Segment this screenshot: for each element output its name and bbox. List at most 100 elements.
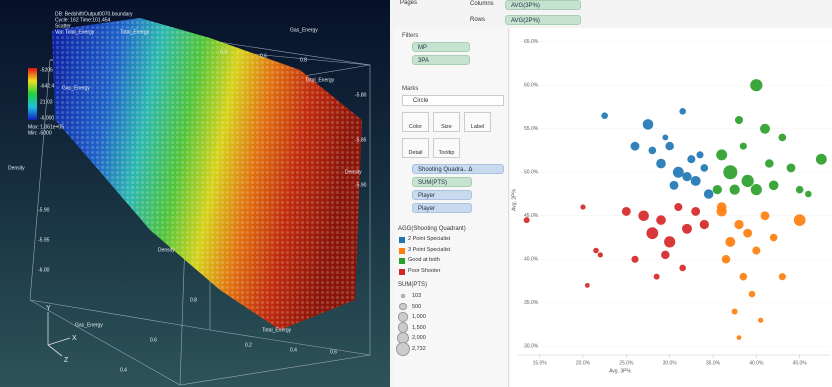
data-point: [795, 185, 804, 194]
legend-entry[interactable]: Poor Shooter: [408, 267, 441, 274]
color-legend-title: AGG(Shooting Quadrant): [398, 226, 466, 232]
data-point: [638, 210, 649, 222]
size-swatch: [399, 302, 407, 311]
axis-tick-label: -5.95: [38, 237, 50, 243]
data-point: [752, 246, 761, 255]
axis-label: Density: [345, 169, 362, 175]
particle-texture: [52, 18, 362, 330]
data-point: [648, 146, 657, 155]
rows-label: Rows: [470, 17, 486, 23]
detail-button[interactable]: Detail: [402, 138, 429, 158]
data-point: [723, 165, 738, 180]
y-tick-label: 35.0%: [524, 300, 539, 306]
data-point: [653, 273, 660, 280]
size-legend-label: 1,000: [412, 314, 426, 320]
x-tick-label: 25.0%: [619, 360, 634, 366]
size-legend-label: 500: [412, 303, 422, 310]
axis-tick-label: -5.80: [355, 92, 367, 98]
color-bar-label: -642.4: [40, 83, 54, 89]
viz-header: DB: Bedshift/Output0070.boundary: [55, 11, 133, 17]
data-point: [786, 163, 796, 173]
data-point: [584, 282, 590, 288]
data-point: [750, 184, 762, 196]
mark-pill[interactable]: SUM(PTS): [412, 177, 472, 187]
axis-label: Density: [158, 247, 175, 253]
data-point: [778, 133, 787, 142]
color-bar-label: -5205: [40, 67, 53, 73]
legend-min: Min: -5000: [28, 130, 52, 136]
data-point: [729, 184, 740, 195]
size-swatch: [398, 312, 408, 322]
data-point: [597, 252, 603, 258]
data-point: [734, 219, 744, 230]
tooltip-button[interactable]: Tooltip: [433, 138, 460, 158]
data-point: [580, 204, 586, 210]
data-point: [760, 211, 770, 221]
filter-pill[interactable]: 3PA: [412, 55, 470, 65]
y-tick-label: 45.0%: [524, 213, 539, 219]
legend-swatch[interactable]: [399, 237, 405, 243]
axis-tick-label: 0.6: [330, 349, 337, 355]
data-point: [682, 223, 692, 234]
data-point: [699, 219, 709, 230]
axis-label: Gas_Energy: [75, 322, 103, 328]
size-button[interactable]: Size: [433, 112, 460, 132]
mark-type-dropdown[interactable]: Circle: [402, 95, 504, 106]
data-point: [662, 134, 669, 141]
axis-tick-label: 0.8: [300, 57, 307, 63]
legend-entry[interactable]: Good at both: [408, 257, 440, 263]
data-point: [743, 228, 753, 238]
axis-tick-label: 0.4: [290, 347, 297, 353]
axis-label: Total_Energy: [120, 29, 150, 35]
data-point: [665, 141, 674, 151]
viz-header: Cycle: 162 Time:101.454: [55, 17, 111, 23]
axis-tick-label: 0.2: [245, 342, 252, 348]
data-point: [679, 264, 686, 272]
axis-tick-label: -6.00: [38, 267, 50, 273]
mark-pill[interactable]: Player: [412, 190, 472, 200]
marks-title: Marks: [402, 86, 419, 92]
data-point: [674, 203, 683, 212]
data-point: [748, 290, 756, 298]
data-point: [721, 255, 731, 264]
label-button[interactable]: Label: [464, 112, 491, 132]
data-point: [716, 202, 727, 212]
y-tick-label: 50.0%: [524, 170, 539, 176]
data-point: [739, 142, 747, 150]
pages-title: Pages: [400, 0, 418, 6]
data-point: [769, 233, 778, 242]
axis-tick-label: -5.90: [355, 182, 367, 188]
legend-entry[interactable]: 2 Point Specialist: [408, 236, 451, 242]
axis-label: Gas_Energy: [62, 85, 90, 91]
viz-header: Var: Total_Energy: [55, 29, 95, 35]
columns-pill[interactable]: AVG(3P%): [505, 0, 581, 10]
legend-entry[interactable]: 3 Point Specialist: [408, 246, 451, 253]
color-button[interactable]: Color: [402, 112, 429, 132]
data-point: [765, 159, 774, 168]
legend-swatch[interactable]: [399, 258, 405, 264]
data-point: [700, 164, 709, 172]
axis-tick-label: -5.90: [38, 207, 50, 213]
data-point: [621, 206, 631, 216]
data-point: [664, 236, 676, 248]
size-swatch: [400, 293, 406, 299]
data-point: [630, 141, 640, 151]
data-point: [661, 250, 670, 260]
mark-pill[interactable]: Player: [412, 203, 472, 213]
mark-pill[interactable]: Shooting Quadra.. Δ: [412, 164, 504, 174]
data-point: [679, 108, 686, 115]
triad-label: Z: [64, 357, 69, 364]
legend-swatch[interactable]: [399, 268, 405, 275]
size-legend-label: 103: [412, 293, 422, 299]
rows-pill[interactable]: AVG(2P%): [505, 15, 581, 25]
data-point: [793, 214, 806, 226]
filter-pill[interactable]: MP: [412, 42, 470, 52]
legend-swatch[interactable]: [399, 247, 405, 254]
columns-label: Columns: [470, 1, 494, 7]
axis-tick-label: 0.6: [150, 337, 157, 343]
data-point: [631, 255, 639, 263]
data-point: [736, 335, 742, 341]
data-point: [805, 190, 812, 198]
